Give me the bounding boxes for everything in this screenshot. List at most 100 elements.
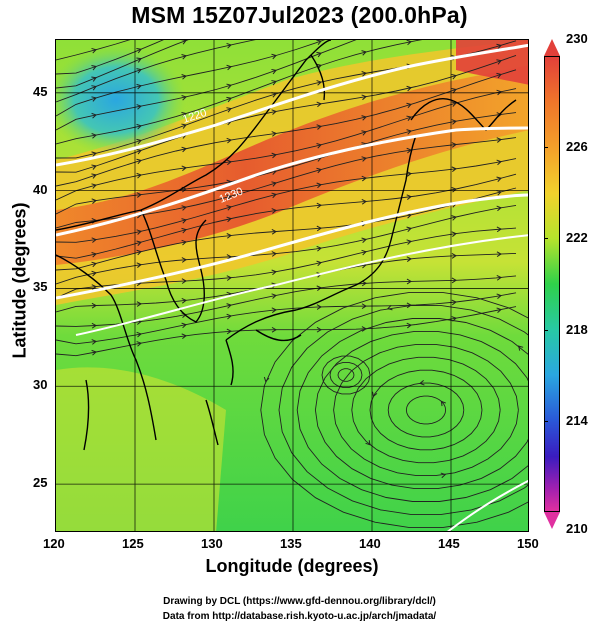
wind-arrow	[361, 303, 367, 309]
wind-arrow	[271, 307, 277, 314]
wind-arrow	[226, 328, 232, 335]
wind-arrow	[316, 80, 322, 86]
wind-arrow	[226, 254, 232, 260]
wind-arrow	[91, 349, 97, 356]
wind-arrow	[451, 101, 457, 107]
wind-arrow	[181, 40, 187, 45]
streamline	[56, 292, 517, 345]
wind-arrow	[181, 297, 187, 304]
wind-arrow	[451, 277, 457, 284]
colorbar-label: 222	[566, 230, 588, 246]
lat-lon-grid	[56, 40, 528, 531]
wind-arrow	[226, 107, 232, 113]
y-tick-label: 45	[33, 83, 48, 99]
coast-honshu	[225, 134, 417, 341]
wind-arrow	[371, 391, 378, 398]
wind-arrow	[263, 376, 270, 383]
wind-arrow	[181, 322, 187, 329]
streamline	[56, 40, 164, 75]
wind-arrow	[496, 43, 502, 50]
streamline	[314, 330, 528, 490]
wind-arrow	[91, 133, 97, 139]
wind-arrow	[361, 175, 367, 182]
streamline	[56, 69, 517, 187]
wind-arrow	[181, 239, 187, 246]
wind-arrow	[406, 278, 412, 285]
wind-arrow	[136, 262, 142, 268]
y-axis-title: Latitude (degrees)	[9, 202, 30, 359]
wind-arrow	[271, 269, 277, 276]
wind-arrow	[316, 182, 322, 189]
wind-arrow	[91, 261, 97, 268]
wind-arrow	[271, 208, 277, 214]
streamline	[56, 173, 517, 259]
wind-arrow	[365, 440, 371, 446]
coast-hokkaido	[410, 98, 517, 131]
wind-arrow	[136, 331, 142, 338]
streamline	[369, 369, 483, 451]
y-tick-label: 35	[33, 279, 48, 295]
streamline	[56, 158, 517, 243]
wind-arrow	[451, 166, 457, 173]
x-tick-label: 140	[359, 536, 381, 551]
y-tick-label: 30	[33, 377, 48, 393]
wind-arrow	[496, 176, 502, 182]
coast-shikoku	[255, 329, 302, 342]
wind-arrow	[136, 48, 142, 54]
wind-arrow	[316, 202, 322, 209]
wind-arrow	[181, 218, 187, 224]
wind-arrow	[91, 302, 97, 309]
wind-arrow	[271, 251, 277, 257]
wind-arrow	[406, 129, 412, 135]
wind-arrow	[136, 83, 142, 90]
wind-arrow	[91, 270, 97, 277]
wind-arrow	[316, 285, 322, 292]
wind-arrow	[181, 278, 187, 284]
wind-arrow	[316, 40, 322, 45]
wind-arrow	[451, 119, 457, 125]
wind-arrow	[496, 72, 502, 79]
wind-arrow	[451, 299, 457, 306]
streamline	[56, 40, 423, 145]
x-tick-label: 125	[122, 536, 144, 551]
wind-arrow	[91, 151, 97, 157]
wind-arrow	[226, 303, 232, 309]
wind-arrow	[136, 149, 142, 155]
wind-arrow	[406, 239, 412, 245]
wind-arrow	[226, 42, 232, 49]
coast-korea	[140, 209, 207, 323]
wind-arrow	[316, 167, 322, 174]
wind-arrow	[387, 304, 393, 311]
wind-arrow	[181, 95, 187, 101]
coast-taiwan	[83, 379, 90, 451]
wind-arrow	[91, 96, 97, 102]
wind-arrow	[226, 96, 232, 103]
coast-continent	[56, 40, 332, 231]
wind-arrow	[451, 215, 457, 221]
y-tick-label: 25	[33, 475, 48, 491]
wind-arrow	[316, 304, 322, 310]
wind-arrow	[226, 194, 232, 200]
streamline	[296, 318, 528, 502]
wind-arrow	[496, 89, 502, 96]
wind-arrow	[451, 73, 457, 80]
coastlines	[56, 40, 517, 451]
wind-arrow	[406, 102, 412, 109]
wind-arrow	[91, 198, 97, 204]
streamline	[56, 88, 517, 201]
wind-arrow	[496, 226, 502, 233]
wind-arrow	[361, 156, 367, 162]
wind-arrow	[496, 307, 502, 314]
wind-arrow	[406, 194, 412, 200]
wind-arrow	[361, 71, 367, 77]
wind-arrow	[406, 171, 412, 177]
wind-arrow	[226, 313, 232, 320]
wind-arrow	[271, 326, 277, 333]
wind-arrow	[316, 51, 322, 58]
streamline	[56, 187, 517, 271]
wind-arrow	[226, 216, 232, 223]
y-tick-label: 40	[33, 181, 48, 197]
wind-arrow	[451, 231, 457, 237]
wind-arrow	[91, 173, 97, 179]
wind-arrow	[496, 59, 502, 65]
